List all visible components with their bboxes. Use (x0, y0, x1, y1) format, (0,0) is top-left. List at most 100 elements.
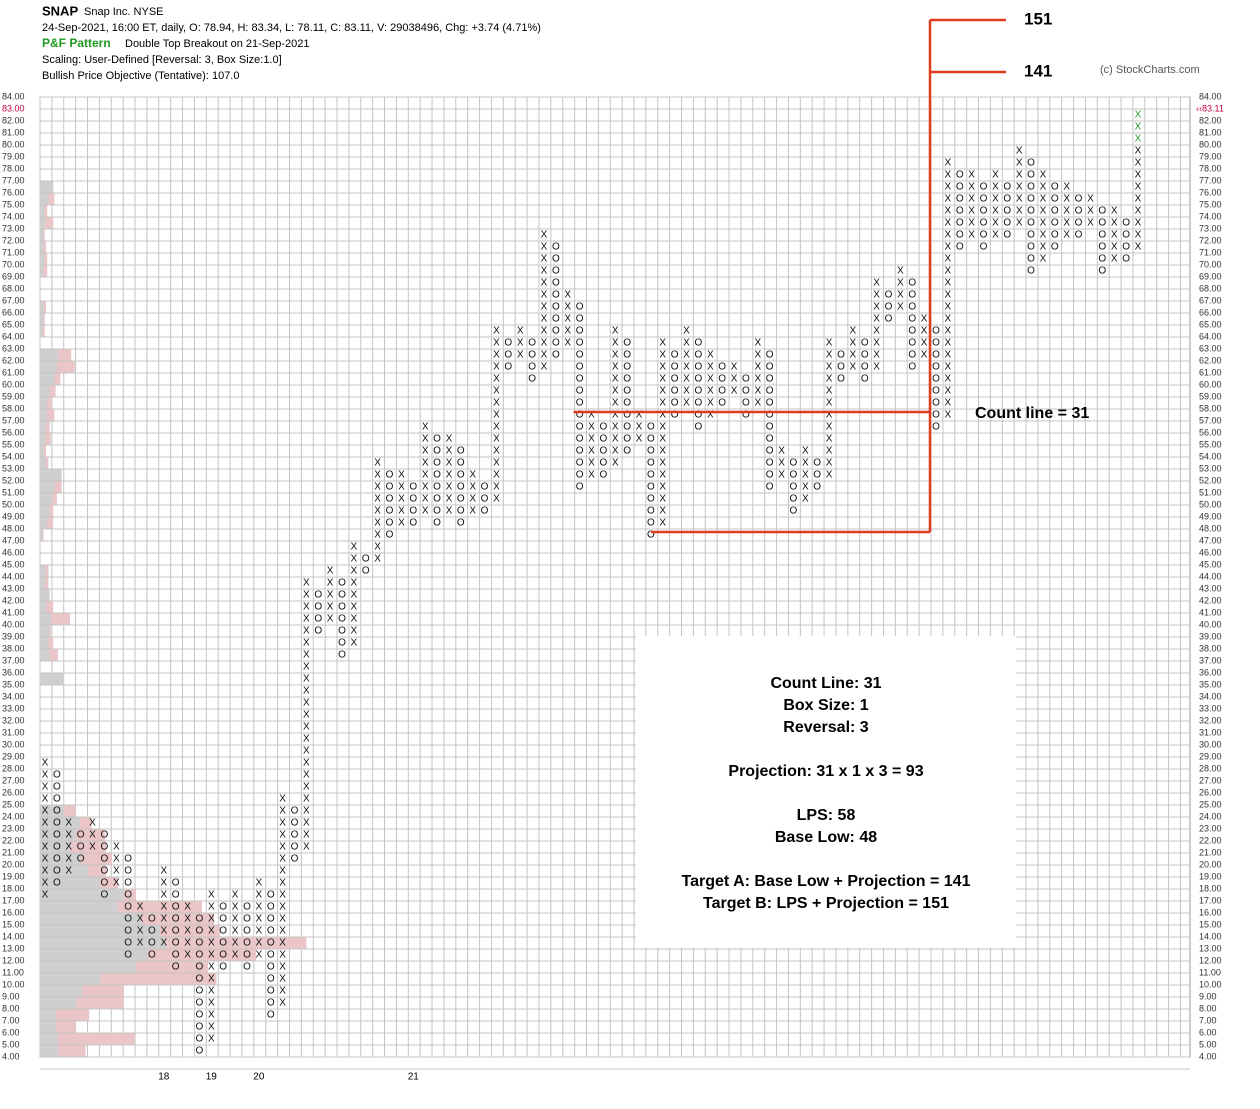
y-tick-label-right: 29.00 (1199, 751, 1222, 761)
volume-up (40, 253, 45, 265)
o-box: O (1051, 242, 1059, 253)
x-box: X (659, 458, 666, 469)
x-box: X (208, 962, 215, 973)
x-box: X (303, 650, 310, 661)
x-box: X (1135, 218, 1142, 229)
o-box: O (861, 350, 869, 361)
o-box: O (243, 914, 251, 925)
o-box: O (148, 914, 156, 925)
y-tick-label: 35.00 (2, 679, 25, 689)
volume-up (40, 205, 45, 217)
y-tick-label-right: 84.00 (1199, 91, 1222, 101)
y-tick-label-right: 79.00 (1199, 151, 1222, 161)
o-box: O (647, 518, 655, 529)
y-tick-label-right: 16.00 (1199, 907, 1222, 917)
x-box: X (968, 206, 975, 217)
o-box: O (813, 470, 821, 481)
x-box: X (754, 398, 761, 409)
o-box: O (1027, 206, 1035, 217)
x-box: X (992, 170, 999, 181)
o-box: O (124, 902, 132, 913)
y-tick-label: 30.00 (2, 739, 25, 749)
x-box: X (1111, 230, 1118, 241)
o-box: O (409, 494, 417, 505)
o-box: O (885, 290, 893, 301)
y-tick-label: 36.00 (2, 667, 25, 677)
o-box: O (409, 518, 417, 529)
x-box: X (351, 626, 358, 637)
x-box: X (659, 494, 666, 505)
x-box: X (564, 290, 571, 301)
volume-up (40, 601, 46, 613)
x-box: X (731, 362, 738, 373)
y-tick-label-right: 64.00 (1199, 331, 1222, 341)
x-box: X (873, 290, 880, 301)
y-tick-label-right: 78.00 (1199, 163, 1222, 173)
y-tick-label: 25.00 (2, 799, 25, 809)
x-box: X (422, 422, 429, 433)
x-box: X (659, 398, 666, 409)
x-box: X (683, 326, 690, 337)
o-box: O (196, 962, 204, 973)
quote: 24-Sep-2021, 16:00 ET, daily, O: 78.94, … (42, 22, 541, 34)
x-box: X (588, 410, 595, 421)
o-box: O (861, 338, 869, 349)
o-box: O (386, 470, 394, 481)
o-box: O (980, 194, 988, 205)
x-box: X (256, 950, 263, 961)
o-box: O (623, 398, 631, 409)
x-box: X (778, 458, 785, 469)
x-box: X (683, 398, 690, 409)
x-box: X (921, 350, 928, 361)
x-box: X (1135, 110, 1142, 121)
y-tick-label: 49.00 (2, 511, 25, 521)
o-box: O (908, 314, 916, 325)
x-box: X (398, 506, 405, 517)
company: Snap Inc. NYSE (84, 6, 164, 18)
o-box: O (457, 518, 465, 529)
x-box: X (374, 518, 381, 529)
y-tick-label: 11.00 (2, 967, 24, 977)
volume-up (40, 361, 57, 373)
x-box: X (303, 770, 310, 781)
o-box: O (837, 350, 845, 361)
volume-up (40, 229, 44, 241)
o-box: O (219, 962, 227, 973)
o-box: O (576, 374, 584, 385)
x-box: X (446, 446, 453, 457)
x-box: X (160, 890, 167, 901)
objective: Bullish Price Objective (Tentative): 107… (42, 70, 239, 82)
y-tick-label-right: 55.00 (1199, 439, 1222, 449)
x-box: X (1087, 206, 1094, 217)
volume-up (40, 865, 88, 877)
o-box: O (885, 314, 893, 325)
x-box: X (422, 506, 429, 517)
y-tick-label-right: 63.00 (1199, 343, 1222, 353)
x-box: X (303, 686, 310, 697)
o-box: O (338, 590, 346, 601)
volume-up (40, 433, 45, 445)
o-box: O (53, 854, 61, 865)
x-box: X (374, 470, 381, 481)
o-box: O (124, 950, 132, 961)
x-box: X (731, 386, 738, 397)
o-box: O (552, 350, 560, 361)
x-box: X (208, 1022, 215, 1033)
o-box: O (1122, 254, 1130, 265)
y-tick-label-right: 24.00 (1199, 811, 1222, 821)
y-tick-label-right: 25.00 (1199, 799, 1222, 809)
o-box: O (1027, 158, 1035, 169)
x-box: X (493, 422, 500, 433)
volume-up (40, 193, 49, 205)
note-line: Count Line: 31 (770, 675, 881, 692)
x-box: X (256, 914, 263, 925)
